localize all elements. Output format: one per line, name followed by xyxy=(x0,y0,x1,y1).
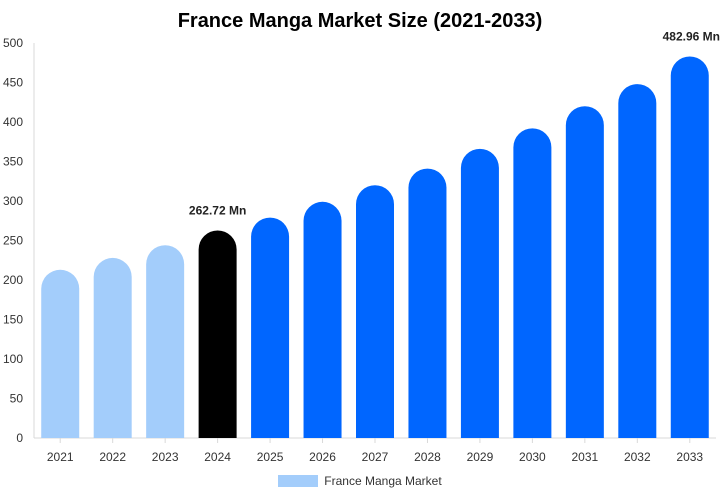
x-tick-label: 2021 xyxy=(47,450,74,464)
x-tick-label: 2031 xyxy=(571,450,598,464)
x-tick-label: 2023 xyxy=(152,450,179,464)
legend-swatch xyxy=(278,475,319,487)
x-tick-label: 2029 xyxy=(467,450,494,464)
bar-2025 xyxy=(251,217,290,438)
x-tick-label: 2030 xyxy=(519,450,546,464)
bar-2031 xyxy=(565,106,604,438)
y-tick-label: 450 xyxy=(3,76,23,90)
x-tick-label: 2027 xyxy=(362,450,389,464)
legend: France Manga Market xyxy=(0,474,720,488)
x-tick-label: 2028 xyxy=(414,450,441,464)
x-tick-label: 2022 xyxy=(99,450,126,464)
y-tick-label: 250 xyxy=(3,234,23,248)
y-tick-label: 400 xyxy=(3,115,23,129)
legend-label: France Manga Market xyxy=(324,474,442,488)
bar-2023 xyxy=(146,245,185,438)
data-labels: 262.72 Mn 482.96 Mn xyxy=(189,29,720,217)
y-tick-label: 350 xyxy=(3,155,23,169)
bar-2026 xyxy=(303,201,342,438)
x-tick-label: 2026 xyxy=(309,450,336,464)
x-tick-label: 2025 xyxy=(257,450,284,464)
y-tick-label: 150 xyxy=(3,313,23,327)
y-tick-label: 50 xyxy=(10,392,24,406)
y-tick-label: 300 xyxy=(3,194,23,208)
x-tick-label: 2033 xyxy=(676,450,703,464)
bar-2022 xyxy=(93,257,132,438)
data-label-2033: 482.96 Mn xyxy=(663,29,720,43)
x-tick-label: 2032 xyxy=(624,450,651,464)
bar-2033 xyxy=(670,56,709,438)
bar-2027 xyxy=(356,185,394,438)
x-tick-label: 2024 xyxy=(204,450,231,464)
bar-2030 xyxy=(513,128,552,438)
y-tick-label: 0 xyxy=(16,431,23,445)
data-label-2024: 262.72 Mn xyxy=(189,203,246,217)
bar-2028 xyxy=(408,168,447,439)
bar-2024 xyxy=(198,230,237,438)
axes: 0 50 100 150 200 250 300 350 400 450 500 2021 2022 20… xyxy=(3,36,716,464)
bar-2029 xyxy=(460,148,499,439)
y-tick-label: 200 xyxy=(3,273,23,287)
bars xyxy=(41,56,709,439)
bar-2021 xyxy=(41,269,80,438)
y-tick-label: 500 xyxy=(3,36,23,50)
bar-2032 xyxy=(618,84,657,438)
chart-title: France Manga Market Size (2021-2033) xyxy=(177,10,543,32)
y-tick-label: 100 xyxy=(3,352,23,366)
